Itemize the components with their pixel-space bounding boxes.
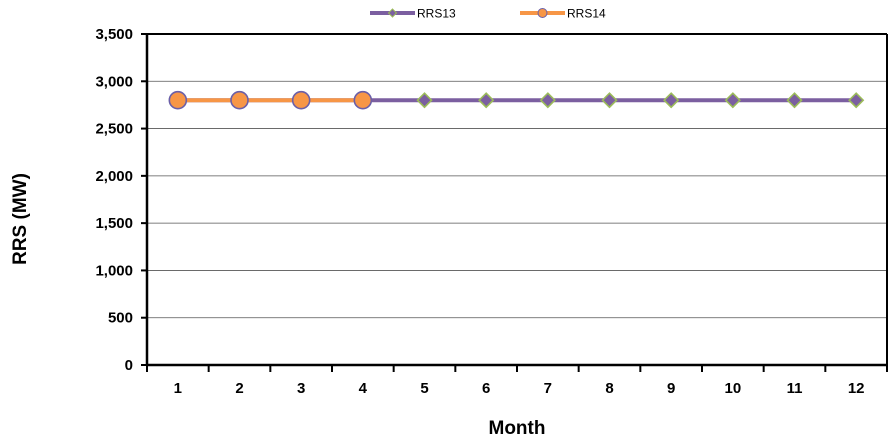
- x-tick-label: 12: [848, 380, 865, 397]
- data-point: [786, 92, 803, 109]
- x-tick-label: 7: [544, 380, 552, 397]
- data-point: [168, 90, 188, 110]
- legend-label: RRS13: [417, 7, 456, 21]
- data-point: [848, 92, 865, 109]
- y-tick-label: 2,500: [95, 121, 133, 138]
- x-tick-label: 1: [174, 380, 182, 397]
- y-tick-label: 500: [108, 310, 133, 327]
- x-axis-title: Month: [489, 418, 546, 439]
- data-point: [416, 92, 433, 109]
- x-tick-label: 9: [667, 380, 675, 397]
- x-tick-label: 10: [724, 380, 741, 397]
- y-tick-label: 2,000: [95, 168, 133, 185]
- legend-marker: [387, 8, 398, 18]
- y-tick-label: 3,000: [95, 73, 133, 90]
- x-tick-label: 6: [482, 380, 490, 397]
- gridlines: [147, 33, 887, 319]
- legend-item-rrs14: RRS14: [520, 7, 606, 21]
- data-point: [601, 92, 618, 109]
- series-rrs14: [168, 90, 373, 110]
- data-point: [663, 92, 680, 109]
- legend-label: RRS14: [567, 7, 606, 21]
- y-tick-label: 0: [125, 357, 133, 374]
- y-axis-title: RRS (MW): [10, 173, 31, 265]
- x-tick-label: 2: [235, 380, 243, 397]
- x-tick-label: 3: [297, 380, 305, 397]
- x-tick-label: 5: [420, 380, 428, 397]
- legend: RRS13 RRS14: [370, 7, 606, 21]
- x-tick-label: 11: [787, 380, 803, 397]
- y-tick-label: 3,500: [95, 26, 133, 43]
- data-point: [291, 90, 311, 110]
- series-layer: [168, 90, 865, 110]
- data-point: [539, 92, 556, 109]
- x-tick-label: 4: [359, 380, 368, 397]
- data-point: [478, 92, 495, 109]
- data-point: [230, 90, 249, 110]
- y-tick-label: 1,000: [95, 262, 133, 279]
- x-tick-label: 8: [605, 380, 613, 397]
- legend-item-rrs13: RRS13: [370, 7, 456, 21]
- y-tick-label: 1,500: [95, 215, 133, 232]
- legend-marker: [537, 8, 548, 18]
- data-point: [353, 90, 373, 110]
- data-point: [724, 92, 741, 109]
